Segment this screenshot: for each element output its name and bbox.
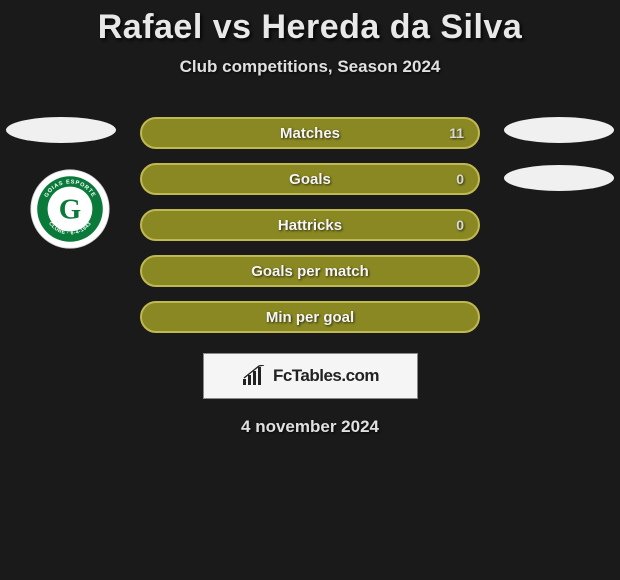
page-subtitle: Club competitions, Season 2024 xyxy=(0,57,620,77)
stat-row-hattricks: Hattricks 0 xyxy=(140,209,480,241)
comparison-card: Rafael vs Hereda da Silva Club competiti… xyxy=(0,0,620,437)
player-right-pill-2 xyxy=(504,165,614,191)
svg-text:G: G xyxy=(59,194,81,226)
team-logo-left: G GOIAS ESPORTE CLUBE · 6-4-1943 xyxy=(30,169,110,249)
stat-row-matches: Matches 11 xyxy=(140,117,480,149)
goias-logo-icon: G GOIAS ESPORTE CLUBE · 6-4-1943 xyxy=(30,169,110,249)
page-title: Rafael vs Hereda da Silva xyxy=(0,8,620,47)
stat-row-min-per-goal: Min per goal xyxy=(140,301,480,333)
brand-box: FcTables.com xyxy=(203,353,418,399)
bars-icon xyxy=(241,365,267,387)
player-left-pill-1 xyxy=(6,117,116,143)
stat-row-goals: Goals 0 xyxy=(140,163,480,195)
stat-label: Matches xyxy=(280,125,340,142)
stat-label: Goals per match xyxy=(251,263,369,280)
stat-value: 0 xyxy=(456,171,464,187)
player-right-pill-1 xyxy=(504,117,614,143)
date-text: 4 november 2024 xyxy=(0,417,620,437)
stat-label: Min per goal xyxy=(266,309,354,326)
brand-text: FcTables.com xyxy=(273,366,379,386)
stats-area: G GOIAS ESPORTE CLUBE · 6-4-1943 Matches… xyxy=(0,117,620,437)
stat-rows: Matches 11 Goals 0 Hattricks 0 Goals per… xyxy=(140,117,480,333)
stat-label: Hattricks xyxy=(278,217,342,234)
stat-value: 0 xyxy=(456,217,464,233)
stat-row-goals-per-match: Goals per match xyxy=(140,255,480,287)
stat-label: Goals xyxy=(289,171,331,188)
stat-value: 11 xyxy=(449,125,464,141)
